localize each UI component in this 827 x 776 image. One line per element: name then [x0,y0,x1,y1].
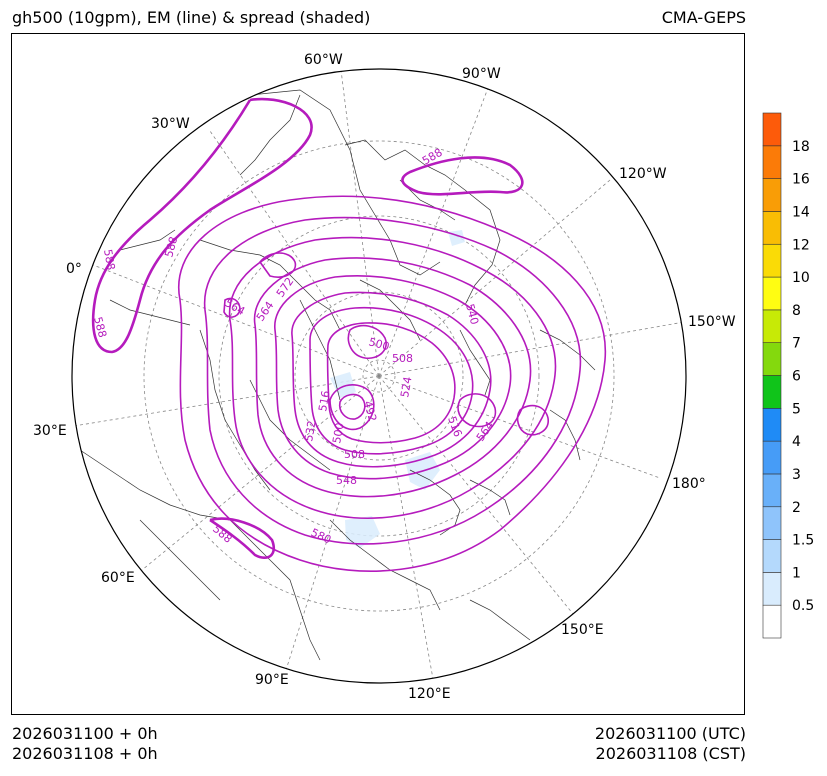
lon-label: 0° [66,261,82,277]
valid-time-cst: 2026031108 (CST) [595,744,746,763]
colorbar-tick-label: 6 [792,369,801,385]
colorbar-segment [762,342,782,376]
colorbar-tick-label: 18 [792,139,810,155]
contours [91,97,607,572]
contour-label: 588 [91,315,109,339]
lon-label: 60°W [304,52,343,68]
contour-label: 588 [101,248,117,271]
colorbar-segment [762,375,782,409]
colorbar-tick-label: 4 [792,434,801,450]
lon-label: 90°W [462,66,501,82]
colorbar-tick-label: 1.5 [792,533,814,549]
colorbar-segment [762,604,782,639]
contour-label: 548 [336,474,357,487]
colorbar-segment [762,408,782,442]
colorbar-tick-label: 3 [792,467,801,483]
colorbar-segment [762,506,782,540]
contour-label: 508 [392,352,413,365]
lon-label: 150°W [688,314,736,330]
lon-label: 180° [672,476,706,492]
lon-label: 90°E [255,672,289,688]
colorbar-segment [762,211,782,245]
colorbar-segment [762,145,782,179]
lon-label: 60°E [101,570,135,586]
init-time-offset: 2026031100 + 0h [12,724,158,743]
lon-label: 120°E [408,686,451,702]
contour-label: 540 [463,302,481,326]
graticule [73,69,685,680]
lon-label: 30°E [33,423,67,439]
contour-label: 500 [367,335,391,353]
colorbar-tick-label: 12 [792,237,810,253]
lon-label: 30°W [151,116,190,132]
colorbar-segment [762,178,782,212]
colorbar-tick-label: 2 [792,500,801,516]
colorbar-segment [762,309,782,343]
colorbar-segment [762,572,782,606]
colorbar-segment [762,539,782,573]
colorbar-segment [762,243,782,278]
lon-label: 150°E [561,622,604,638]
colorbar-segment [762,440,782,475]
model-name: CMA-GEPS [661,8,746,27]
colorbar-segment [762,473,782,508]
contour-label: 492 [361,399,379,423]
contour-label: 524 [398,376,414,399]
contour-label: 500 [330,422,346,445]
contour-label: 516 [316,390,332,413]
contour-label: 508 [344,448,365,461]
colorbar-tick-label: 16 [792,172,810,188]
coastlines [79,89,596,661]
colorbar-tick-label: 0.5 [792,598,814,614]
contour-label: 532 [302,420,318,443]
colorbar-segment [762,276,782,311]
valid-time-utc: 2026031100 (UTC) [594,724,746,743]
longitude-labels: 60°W 90°W 30°W 120°W 0° 150°W 30°E 180° … [33,52,736,702]
colorbar-tick-label: 5 [792,401,801,417]
colorbar-tick-label: 7 [792,336,801,352]
local-time-offset: 2026031108 + 0h [12,744,158,763]
map-boundary [71,68,687,684]
colorbar-tick-label: 8 [792,303,801,319]
colorbar-tick-label: 14 [792,204,810,220]
plot-title: gh500 (10gpm), EM (line) & spread (shade… [12,8,371,27]
contour-label: 588 [162,235,180,259]
lon-label: 120°W [619,166,667,182]
colorbar-tick-label: 1 [792,565,801,581]
colorbar-tick-label: 10 [792,270,810,286]
colorbar-segment [762,112,782,147]
